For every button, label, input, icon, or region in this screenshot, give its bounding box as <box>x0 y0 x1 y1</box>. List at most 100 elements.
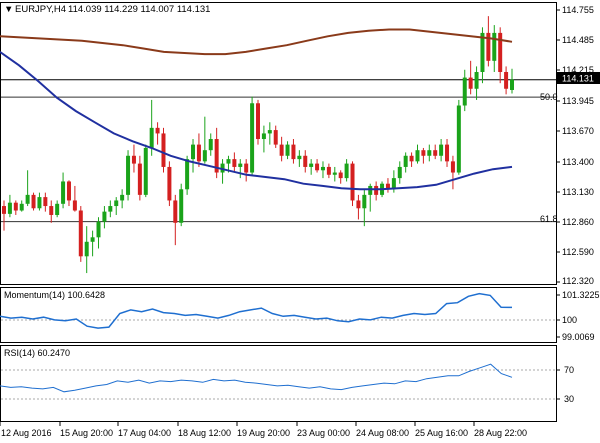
candle-body <box>167 166 172 201</box>
candle-body <box>232 159 237 167</box>
main-price-panel[interactable] <box>0 2 557 285</box>
rsi-tick-label: 30 <box>564 394 574 404</box>
candlestick-series <box>2 16 514 274</box>
momentum-panel[interactable] <box>0 287 557 343</box>
time-tick-label: 28 Aug 22:00 <box>474 428 527 438</box>
price-tick-label: 113.945 <box>562 96 594 106</box>
candle-body <box>179 189 184 223</box>
time-tick-label: 23 Aug 00:00 <box>297 428 350 438</box>
price-tick-label: 112.860 <box>562 217 594 227</box>
candle-body <box>344 163 349 179</box>
price-tick-label: 113.670 <box>562 126 594 136</box>
candle-body <box>397 166 402 179</box>
candle-body <box>486 32 491 61</box>
price-tick-label: 112.320 <box>562 276 594 286</box>
price-axis: 114.755 114.485 114.215 113.945 113.670 … <box>556 5 594 286</box>
candle-body <box>332 172 337 175</box>
current-price-tag <box>557 72 600 84</box>
candle-body <box>43 197 48 207</box>
current-price-label: 114.131 <box>562 74 594 84</box>
price-tick-label: 114.755 <box>562 5 594 15</box>
candle-body <box>309 163 314 167</box>
candle-body <box>49 206 54 215</box>
candle-body <box>96 221 101 238</box>
candle-body <box>510 79 514 90</box>
candle-body <box>421 150 426 156</box>
candle-body <box>468 77 473 89</box>
price-tick-label: 113.400 <box>562 157 594 167</box>
time-tick-label: 12 Aug 2016 <box>1 428 52 438</box>
candle-body <box>196 144 201 162</box>
fast-moving-average-line <box>0 51 513 191</box>
candle-body <box>25 194 30 204</box>
candle-body <box>415 150 420 162</box>
candle-body <box>2 206 6 214</box>
candle-body <box>31 194 36 209</box>
candle-body <box>450 161 455 173</box>
candle-body <box>303 155 308 167</box>
candle-body <box>326 166 331 175</box>
collapse-arrow-icon[interactable]: ▼ <box>4 4 13 15</box>
candle-body <box>244 163 249 173</box>
fib-50-label: 50.0 <box>540 92 558 102</box>
candle-body <box>120 194 125 201</box>
candle-body <box>149 127 154 148</box>
candle-body <box>350 163 355 201</box>
candle-body <box>13 202 18 211</box>
time-tick-label: 24 Aug 08:00 <box>356 428 409 438</box>
candle-body <box>279 144 284 156</box>
candle-body <box>90 237 95 242</box>
candle-body <box>315 163 320 171</box>
fib-61-8-label: 61.8 <box>540 214 558 224</box>
candle-body <box>261 133 266 140</box>
candle-body <box>226 159 231 164</box>
candle-body <box>403 155 408 167</box>
price-tick-label: 113.130 <box>562 187 594 197</box>
candle-body <box>456 105 461 173</box>
candle-body <box>474 71 479 89</box>
candle-body <box>462 77 467 106</box>
candle-body <box>102 211 107 222</box>
candle-body <box>78 210 83 257</box>
candle-body <box>126 155 131 195</box>
candle-body <box>114 200 119 207</box>
candle-body <box>285 144 290 156</box>
candle-body <box>55 203 60 215</box>
ohlc-values: 114.039 114.229 114.007 114.131 <box>68 4 210 15</box>
candle-body <box>492 32 497 61</box>
candle-body <box>7 202 12 214</box>
price-tick-label: 112.590 <box>562 247 594 257</box>
time-axis: 12 Aug 2016 15 Aug 20:00 17 Aug 04:00 18… <box>0 422 527 438</box>
candle-body <box>19 203 24 211</box>
rsi-tick-label: 70 <box>564 365 574 375</box>
slow-moving-average-line <box>0 28 513 56</box>
price-tick-label: 114.215 <box>562 65 594 75</box>
candle-body <box>84 241 89 257</box>
candle-body <box>267 130 272 134</box>
candle-body <box>273 130 278 145</box>
time-tick-label: 18 Aug 12:00 <box>178 428 231 438</box>
time-tick-label: 15 Aug 20:00 <box>60 428 113 438</box>
candle-body <box>161 133 166 167</box>
candle-body <box>374 185 379 195</box>
candle-body <box>220 163 225 173</box>
candle-body <box>173 200 178 223</box>
candle-body <box>504 71 509 89</box>
candle-body <box>185 159 190 190</box>
price-tick-label: 114.485 <box>562 35 594 45</box>
momentum-line <box>0 292 513 329</box>
candle-body <box>250 103 255 173</box>
candle-body <box>409 155 414 162</box>
candle-body <box>338 172 343 179</box>
time-tick-label: 19 Aug 20:00 <box>237 428 290 438</box>
candle-body <box>208 139 213 151</box>
candle-body <box>108 206 113 212</box>
candle-body <box>155 127 160 134</box>
candle-body <box>131 155 136 164</box>
candle-body <box>238 163 243 167</box>
candle-body <box>191 144 196 160</box>
rsi-panel[interactable] <box>0 345 557 422</box>
candle-body <box>385 183 390 190</box>
momentum-title: Momentum(14) 100.6428 <box>4 290 105 300</box>
